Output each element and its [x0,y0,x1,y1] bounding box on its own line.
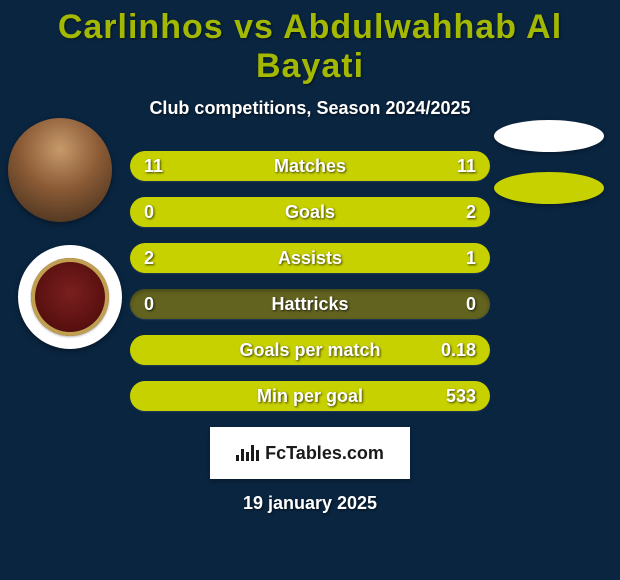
stat-left-value: 0 [144,202,154,223]
stats-area: 11 Matches 11 0 Goals 2 2 Assists 1 0 Ha… [0,151,620,411]
stat-row-min-per-goal: Min per goal 533 [130,381,490,411]
stat-label: Min per goal [257,386,363,407]
fctables-logo: FcTables.com [236,443,384,464]
stat-row-assists: 2 Assists 1 [130,243,490,273]
stat-row-goals-per-match: Goals per match 0.18 [130,335,490,365]
stat-label: Matches [274,156,346,177]
stat-left-value: 11 [144,156,163,177]
stat-row-goals: 0 Goals 2 [130,197,490,227]
stat-right-value: 533 [446,386,476,407]
fctables-badge: FcTables.com [210,427,410,479]
stat-left-value: 2 [144,248,154,269]
legend-ellipse-1 [494,120,604,152]
stat-label: Goals [285,202,335,223]
stat-label: Hattricks [271,294,348,315]
stat-right-value: 2 [466,202,476,223]
bars-icon [236,445,259,461]
stat-right-value: 0.18 [441,340,476,361]
date-line: 19 january 2025 [0,493,620,514]
stat-right-value: 1 [466,248,476,269]
stat-right-value: 11 [457,156,476,177]
stat-label: Assists [278,248,342,269]
fctables-text: FcTables.com [265,443,384,464]
stat-row-matches: 11 Matches 11 [130,151,490,181]
subtitle: Club competitions, Season 2024/2025 [0,98,620,119]
stat-label: Goals per match [239,340,380,361]
stat-row-hattricks: 0 Hattricks 0 [130,289,490,319]
page-title: Carlinhos vs Abdulwahhab Al Bayati [0,8,620,86]
stat-right-value: 0 [466,294,476,315]
stat-left-value: 0 [144,294,154,315]
